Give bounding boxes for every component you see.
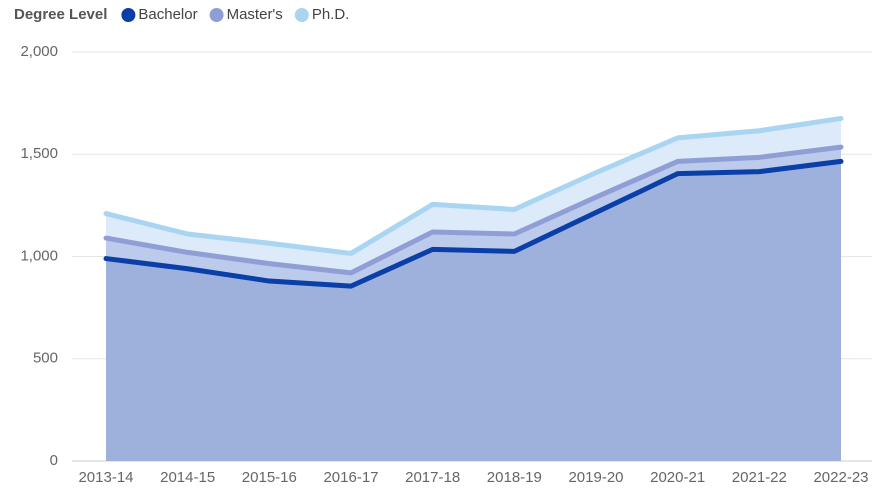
x-tick-label: 2022-23: [813, 469, 868, 486]
y-tick-label: 500: [33, 350, 58, 367]
series-line: [103, 115, 844, 256]
x-tick-label: 2017-18: [405, 469, 460, 486]
x-tick-label: 2020-21: [650, 469, 705, 486]
legend-label: Bachelor: [138, 6, 197, 23]
series-line: [103, 158, 844, 289]
legend-marker: [294, 8, 309, 22]
x-tick-label: 2016-17: [323, 469, 378, 486]
y-tick-label: 1,500: [20, 145, 58, 162]
x-tick-label: 2014-15: [160, 469, 215, 486]
y-tick-label: 0: [50, 452, 58, 469]
area: [106, 118, 841, 273]
legend-marker: [121, 8, 136, 22]
x-tick-label: 2019-20: [568, 469, 623, 486]
legend-label: Master's: [227, 6, 283, 23]
legend-marker: [209, 8, 224, 22]
legend-title: Degree Level: [14, 6, 107, 23]
x-tick-label: 2013-14: [78, 469, 133, 486]
legend-label: Ph.D.: [312, 6, 350, 23]
y-tick-label: 2,000: [20, 43, 58, 60]
series-line: [103, 144, 844, 276]
x-tick-label: 2021-22: [732, 469, 787, 486]
x-tick-label: 2018-19: [487, 469, 542, 486]
x-tick-label: 2015-16: [242, 469, 297, 486]
area: [106, 161, 841, 461]
y-tick-label: 1,000: [20, 247, 58, 264]
